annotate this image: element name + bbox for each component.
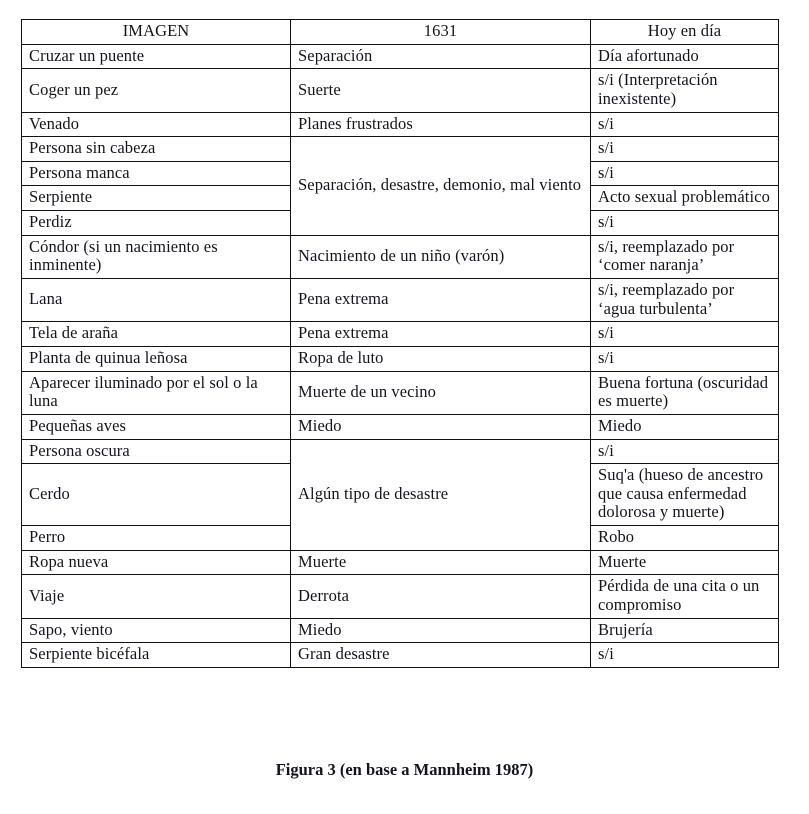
- dream-omen-table: IMAGEN 1631 Hoy en día Cruzar un puente …: [21, 19, 779, 668]
- column-header-1631: 1631: [290, 19, 591, 45]
- cell-imagen: Coger un pez: [21, 68, 291, 113]
- cell-imagen: Planta de quinua leñosa: [21, 345, 291, 372]
- cell-imagen: Venado: [21, 111, 291, 138]
- table-row: Persona oscura Algún tipo de desastre s/…: [21, 438, 779, 551]
- cell-hoy: Muerte: [590, 549, 779, 576]
- cell-1631: Derrota: [290, 574, 591, 619]
- cell-hoy: Suq'a (hueso de ancestro que causa enfer…: [590, 463, 779, 527]
- cell-imagen: Cruzar un puente: [21, 43, 291, 70]
- cell-1631: Suerte: [290, 68, 591, 113]
- table-row: Coger un pez Suerte s/i (Interpretación …: [21, 68, 779, 113]
- table-row: Perro Robo: [21, 525, 779, 551]
- cell-hoy: Brujería: [590, 617, 779, 644]
- table-row: Ropa nueva Muerte Muerte: [21, 549, 779, 576]
- cell-imagen: Perro: [21, 525, 291, 551]
- table-row: Perdiz s/i: [21, 210, 779, 236]
- cell-hoy: s/i: [590, 642, 779, 668]
- cell-1631: Separación: [290, 43, 591, 70]
- cell-imagen: Ropa nueva: [21, 549, 291, 576]
- figure-caption: Figura 3 (en base a Mannheim 1987): [275, 760, 534, 779]
- cell-1631: Muerte de un vecino: [290, 370, 591, 415]
- cell-imagen: Pequeñas aves: [21, 413, 291, 440]
- cell-hoy: s/i, reemplazado por ‘comer naranja’: [590, 234, 779, 280]
- cell-1631: Ropa de luto: [290, 345, 591, 372]
- table-row: Tela de araña Pena extrema s/i: [21, 321, 779, 347]
- cell-imagen: Sapo, viento: [21, 617, 291, 644]
- cell-1631: Miedo: [290, 413, 591, 440]
- cell-1631-merged-desastre: Algún tipo de desastre: [290, 438, 591, 551]
- cell-hoy: s/i: [590, 438, 779, 465]
- table-header-row: IMAGEN 1631 Hoy en día: [21, 19, 779, 45]
- cell-hoy: Acto sexual problemático: [590, 185, 779, 212]
- table-row: Persona sin cabeza Separación, desastre,…: [21, 136, 779, 236]
- cell-imagen: Serpiente: [21, 185, 291, 212]
- cell-hoy: Pérdida de una cita o un compromiso: [590, 574, 779, 619]
- table-row: Lana Pena extrema s/i, reemplazado por ‘…: [21, 278, 779, 323]
- table-row: Cóndor (si un nacimiento es inminente) N…: [21, 234, 779, 280]
- cell-1631: Gran desastre: [290, 642, 591, 668]
- cell-imagen: Persona oscura: [21, 438, 291, 465]
- table-row: Viaje Derrota Pérdida de una cita o un c…: [21, 574, 779, 619]
- cell-hoy: s/i: [590, 136, 779, 162]
- table-row: Sapo, viento Miedo Brujería: [21, 617, 779, 644]
- cell-imagen: Persona manca: [21, 160, 291, 187]
- table-row: Serpiente bicéfala Gran desastre s/i: [21, 642, 779, 668]
- cell-imagen: Cóndor (si un nacimiento es inminente): [21, 234, 291, 280]
- cell-imagen: Persona sin cabeza: [21, 136, 291, 162]
- table-row: Serpiente Acto sexual problemático: [21, 185, 779, 212]
- table-row: Planta de quinua leñosa Ropa de luto s/i: [21, 345, 779, 372]
- table-row: Aparecer iluminado por el sol o la luna …: [21, 370, 779, 415]
- cell-hoy: s/i: [590, 210, 779, 236]
- cell-hoy: Robo: [590, 525, 779, 551]
- cell-imagen: Aparecer iluminado por el sol o la luna: [21, 370, 291, 415]
- cell-hoy: s/i, reemplazado por ‘agua turbulenta’: [590, 278, 779, 323]
- cell-1631: Pena extrema: [290, 321, 591, 347]
- table-row: Cruzar un puente Separación Día afortuna…: [21, 43, 779, 70]
- cell-hoy: s/i: [590, 160, 779, 187]
- cell-1631-merged-separacion: Separación, desastre, demonio, mal vient…: [290, 136, 591, 236]
- cell-imagen: Lana: [21, 278, 291, 323]
- cell-imagen: Tela de araña: [21, 321, 291, 347]
- cell-1631: Pena extrema: [290, 278, 591, 323]
- cell-1631: Muerte: [290, 549, 591, 576]
- cell-hoy: Buena fortuna (oscuridad es muerte): [590, 370, 779, 415]
- cell-hoy: s/i: [590, 345, 779, 372]
- table-row: Cerdo Suq'a (hueso de ancestro que causa…: [21, 463, 779, 527]
- cell-1631: Miedo: [290, 617, 591, 644]
- cell-1631: Planes frustrados: [290, 111, 591, 138]
- table-row: Persona manca s/i: [21, 160, 779, 187]
- cell-1631: Nacimiento de un niño (varón): [290, 234, 591, 280]
- cell-imagen: Perdiz: [21, 210, 291, 236]
- cell-hoy: Día afortunado: [590, 43, 779, 70]
- cell-imagen: Viaje: [21, 574, 291, 619]
- cell-imagen: Cerdo: [21, 463, 291, 527]
- column-header-hoy-en-dia: Hoy en día: [590, 19, 779, 45]
- cell-hoy: s/i: [590, 111, 779, 138]
- cell-hoy: Miedo: [590, 413, 779, 440]
- table-row: Venado Planes frustrados s/i: [21, 111, 779, 138]
- table-row: Pequeñas aves Miedo Miedo: [21, 413, 779, 440]
- cell-hoy: s/i (Interpretación inexistente): [590, 68, 779, 113]
- cell-hoy: s/i: [590, 321, 779, 347]
- cell-imagen: Serpiente bicéfala: [21, 642, 291, 668]
- column-header-imagen: IMAGEN: [21, 19, 291, 45]
